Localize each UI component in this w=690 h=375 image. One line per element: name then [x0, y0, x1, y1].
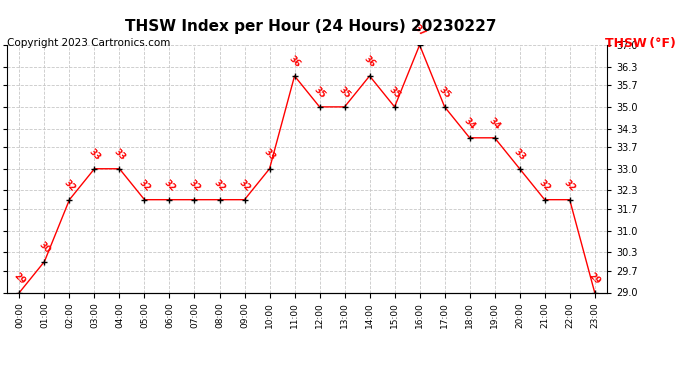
- Text: 35: 35: [312, 86, 327, 101]
- Text: 33: 33: [112, 147, 127, 163]
- Text: 32: 32: [237, 178, 252, 194]
- Text: 35: 35: [387, 86, 402, 101]
- Text: 32: 32: [62, 178, 77, 194]
- Text: 37: 37: [412, 24, 427, 39]
- Text: 34: 34: [487, 116, 502, 132]
- Text: 34: 34: [462, 116, 477, 132]
- Text: 36: 36: [287, 54, 302, 70]
- Text: 33: 33: [512, 147, 527, 163]
- Text: 33: 33: [87, 147, 102, 163]
- Text: 32: 32: [537, 178, 552, 194]
- Text: 33: 33: [262, 147, 277, 163]
- Text: 29: 29: [587, 271, 602, 286]
- Text: 32: 32: [187, 178, 202, 194]
- Text: THSW Index per Hour (24 Hours) 20230227: THSW Index per Hour (24 Hours) 20230227: [125, 19, 496, 34]
- Text: 32: 32: [137, 178, 152, 194]
- Text: 32: 32: [212, 178, 227, 194]
- Text: 29: 29: [12, 271, 27, 286]
- Text: Copyright 2023 Cartronics.com: Copyright 2023 Cartronics.com: [7, 38, 170, 48]
- Text: 35: 35: [337, 86, 352, 101]
- Text: 36: 36: [362, 54, 377, 70]
- Text: 30: 30: [37, 240, 52, 255]
- Text: THSW (°F): THSW (°F): [605, 38, 676, 51]
- Text: 32: 32: [562, 178, 578, 194]
- Text: 35: 35: [437, 86, 452, 101]
- Text: 32: 32: [162, 178, 177, 194]
